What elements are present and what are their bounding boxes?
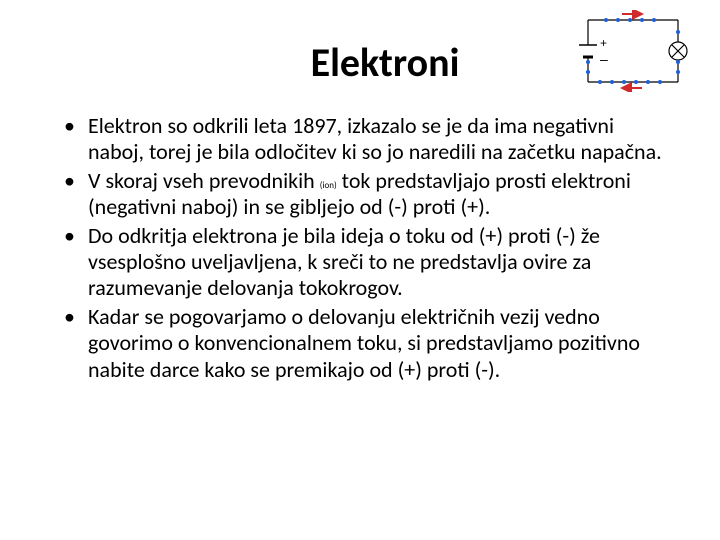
circuit-diagram: +– — [578, 10, 688, 92]
subscript-note: (ion) — [320, 180, 337, 191]
bullet-item: Elektron so odkrili leta 1897, izkazalo … — [60, 113, 670, 166]
svg-text:+: + — [600, 36, 607, 50]
bullet-item: V skoraj vseh prevodnikih (ion) tok pred… — [60, 168, 670, 221]
svg-text:–: – — [600, 51, 608, 67]
bullet-list: Elektron so odkrili leta 1897, izkazalo … — [60, 113, 670, 383]
bullet-item: Do odkritja elektrona je bila ideja o to… — [60, 223, 670, 302]
bullet-item: Kadar se pogovarjamo o delovanju elektri… — [60, 304, 670, 383]
slide: +– Elektroni Elektron so odkrili leta 18… — [0, 0, 720, 540]
